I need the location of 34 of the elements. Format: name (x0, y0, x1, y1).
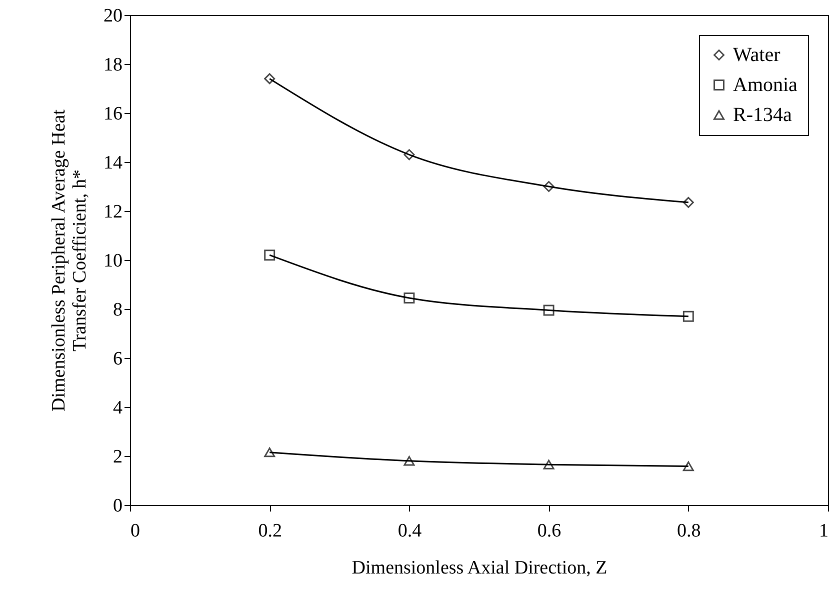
x-tick-label: 1 (819, 520, 828, 542)
y-tick-label: 12 (104, 202, 122, 222)
point (264, 73, 276, 84)
y-tick-label: 6 (113, 348, 122, 370)
point (682, 196, 694, 208)
y-tick-label: 8 (113, 300, 122, 320)
y-tick-label: 0 (113, 496, 122, 516)
legend-label: R-134a (733, 104, 792, 126)
y-tick-label: 14 (104, 152, 123, 174)
legend-label: Amonia (733, 74, 798, 96)
point (264, 250, 276, 261)
y-tick-label: 10 (104, 250, 122, 272)
x-tick-label: 0 (130, 520, 140, 542)
legend-label: Water (733, 44, 781, 66)
point (543, 181, 554, 192)
point (404, 292, 415, 304)
point (543, 304, 554, 316)
y-tick-label: 18 (104, 54, 122, 76)
y-axis-title: Dimensionless Peripheral Average Heat Transfer Coefficient, h* (48, 108, 90, 412)
point (682, 461, 694, 472)
y-tick-label: 16 (104, 104, 122, 124)
point (404, 456, 415, 466)
y-tick-label: 2 (113, 446, 122, 468)
point (543, 460, 554, 470)
point (404, 149, 415, 160)
x-tick-label: 0.6 (537, 520, 562, 542)
x-tick-label: 0.4 (398, 520, 422, 542)
point (682, 310, 694, 322)
point (264, 447, 276, 458)
x-tick-label: 0.8 (677, 520, 701, 542)
y-tick-label: 4 (113, 398, 123, 418)
y-tick-label: 20 (104, 6, 122, 26)
x-axis-title: Dimensionless Axial Direction, Z (352, 558, 608, 578)
x-tick-label: 0.2 (258, 520, 282, 542)
